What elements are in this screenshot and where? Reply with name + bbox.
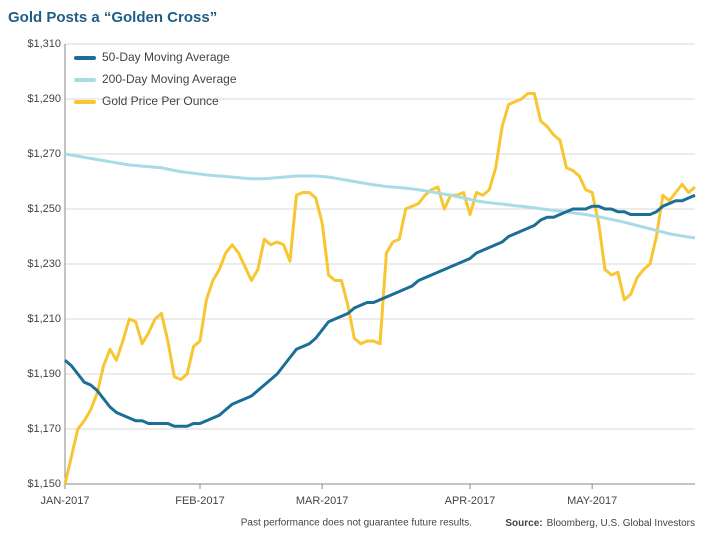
y-tick-label: $1,270 [27,148,61,160]
source-text: Bloomberg, U.S. Global Investors [547,518,695,529]
x-tick-label: APR-2017 [445,495,496,507]
series-line [64,193,696,428]
source-label: Source: [505,518,542,529]
x-tick-label: JAN-2017 [41,495,90,507]
y-tick-label: $1,230 [27,258,61,270]
y-tick-label: $1,190 [27,368,61,380]
y-tick-label: $1,210 [27,313,61,325]
source: Source: Bloomberg, U.S. Global Investors [505,518,695,529]
y-tick-label: $1,150 [27,478,61,490]
y-tick-label: $1,250 [27,203,61,215]
footnote: Past performance does not guarantee futu… [241,518,472,529]
chart-title: Gold Posts a “Golden Cross” [8,9,217,26]
legend-label: Gold Price Per Ounce [102,94,219,108]
legend-label: 200-Day Moving Average [102,72,237,86]
series-line [63,92,696,485]
x-tick-label: FEB-2017 [175,495,225,507]
y-tick-label: $1,290 [27,93,61,105]
legend-label: 50-Day Moving Average [102,50,230,64]
x-tick-label: MAR-2017 [296,495,349,507]
x-tick-label: MAY-2017 [567,495,617,507]
series-line [64,152,696,240]
y-tick-label: $1,170 [27,423,61,435]
y-tick-label: $1,310 [27,38,61,50]
